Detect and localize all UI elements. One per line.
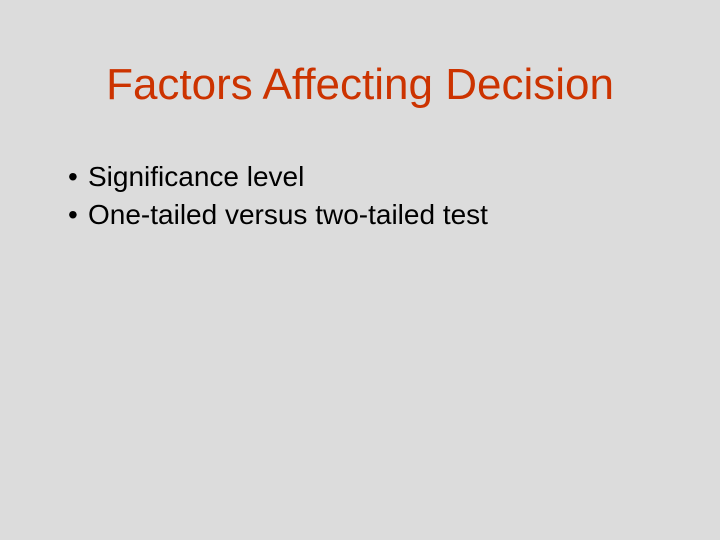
bullet-marker-icon: • — [68, 196, 88, 234]
bullet-marker-icon: • — [68, 158, 88, 196]
bullet-text: One-tailed versus two-tailed test — [88, 199, 488, 230]
list-item: •Significance level — [68, 158, 668, 196]
slide-title: Factors Affecting Decision — [0, 60, 720, 110]
bullet-list: •Significance level •One-tailed versus t… — [68, 158, 668, 234]
list-item: •One-tailed versus two-tailed test — [68, 196, 668, 234]
slide-container: Factors Affecting Decision •Significance… — [0, 0, 720, 540]
bullet-text: Significance level — [88, 161, 304, 192]
